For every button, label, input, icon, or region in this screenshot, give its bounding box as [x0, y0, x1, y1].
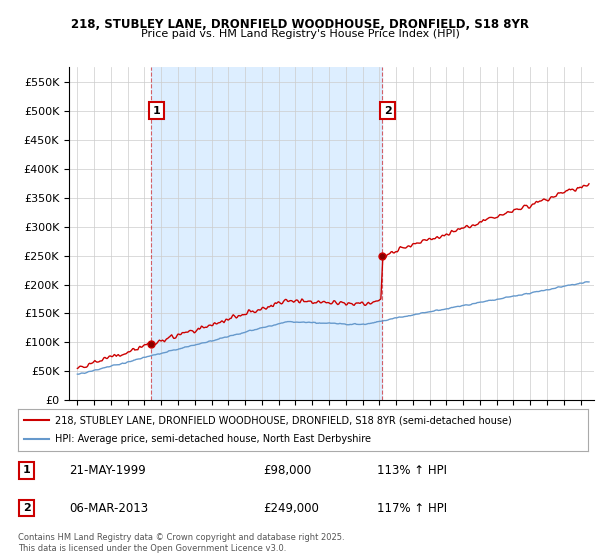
Text: 218, STUBLEY LANE, DRONFIELD WOODHOUSE, DRONFIELD, S18 8YR (semi-detached house): 218, STUBLEY LANE, DRONFIELD WOODHOUSE, …	[55, 415, 512, 425]
Text: 06-MAR-2013: 06-MAR-2013	[70, 502, 148, 515]
Text: 113% ↑ HPI: 113% ↑ HPI	[377, 464, 447, 477]
Text: £249,000: £249,000	[263, 502, 319, 515]
Text: 1: 1	[23, 465, 31, 475]
Text: £98,000: £98,000	[263, 464, 311, 477]
Text: Price paid vs. HM Land Registry's House Price Index (HPI): Price paid vs. HM Land Registry's House …	[140, 29, 460, 39]
Bar	[151, 67, 382, 400]
Text: 117% ↑ HPI: 117% ↑ HPI	[377, 502, 447, 515]
Text: 1: 1	[152, 106, 160, 116]
Text: 2: 2	[23, 503, 31, 513]
Text: 218, STUBLEY LANE, DRONFIELD WOODHOUSE, DRONFIELD, S18 8YR: 218, STUBLEY LANE, DRONFIELD WOODHOUSE, …	[71, 18, 529, 31]
Text: 21-MAY-1999: 21-MAY-1999	[70, 464, 146, 477]
Text: Contains HM Land Registry data © Crown copyright and database right 2025.
This d: Contains HM Land Registry data © Crown c…	[18, 533, 344, 553]
Text: 2: 2	[384, 106, 392, 116]
Text: HPI: Average price, semi-detached house, North East Derbyshire: HPI: Average price, semi-detached house,…	[55, 435, 371, 445]
